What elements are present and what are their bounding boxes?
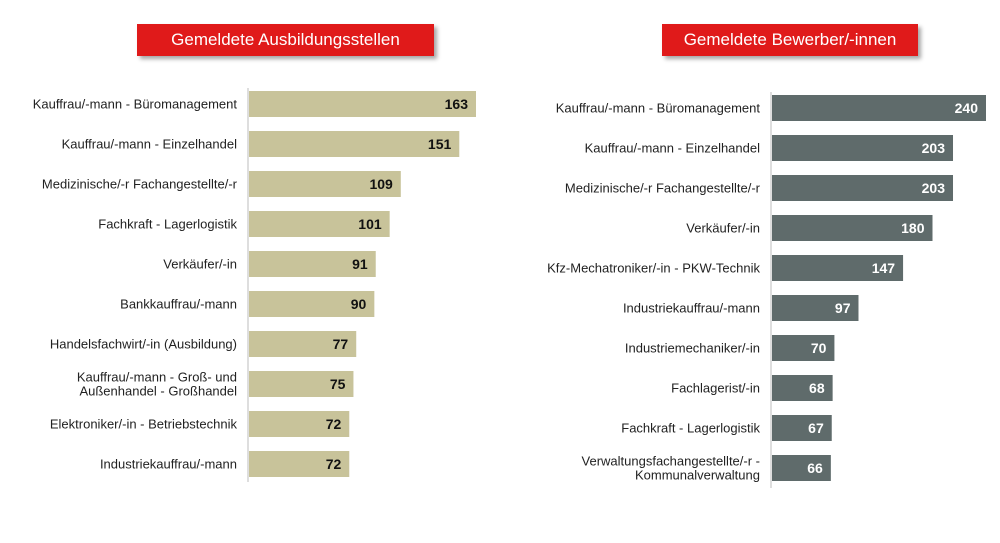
bar-bewerber-2 — [772, 175, 954, 201]
bar-stellen-4 — [249, 251, 376, 277]
category-label-stellen-9: Industriekauffrau/-mann — [100, 457, 237, 472]
bar-bewerber-7 — [772, 375, 833, 401]
bar-stellen-6 — [249, 331, 357, 357]
value-label-stellen-0: 163 — [445, 96, 469, 112]
chart-stellen: 163 Kauffrau/-mann - Büromanagement 151 Kau… — [33, 88, 476, 482]
category-label-bewerber-3: Verkäufer/-in — [686, 221, 760, 236]
category-label-stellen-7: Kauffrau/-mann - Groß- und Außenhandel - … — [77, 370, 237, 399]
bar-bewerber-9 — [772, 455, 831, 481]
value-label-stellen-5: 90 — [351, 296, 367, 312]
category-label-bewerber-2: Medizinische/-r Fachangestellte/-r — [565, 181, 761, 196]
bar-stellen-0 — [249, 91, 476, 117]
category-label-stellen-2: Medizinische/-r Fachangestellte/-r — [42, 177, 238, 192]
value-label-stellen-6: 77 — [333, 336, 349, 352]
bar-stellen-9 — [249, 451, 350, 477]
value-label-stellen-3: 101 — [358, 216, 382, 232]
bar-stellen-3 — [249, 211, 390, 237]
category-label-stellen-5: Bankkauffrau/-mann — [120, 297, 237, 312]
bar-bewerber-0 — [772, 95, 986, 121]
bar-stellen-2 — [249, 171, 401, 197]
category-label-stellen-0: Kauffrau/-mann - Büromanagement — [33, 97, 238, 112]
bar-stellen-7 — [249, 371, 354, 397]
value-label-bewerber-4: 147 — [872, 260, 896, 276]
value-label-stellen-9: 72 — [326, 456, 342, 472]
bar-stellen-8 — [249, 411, 350, 437]
bar-stellen-5 — [249, 291, 375, 317]
value-label-stellen-8: 72 — [326, 416, 342, 432]
value-label-bewerber-6: 70 — [811, 340, 827, 356]
chart-title-bewerber: Gemeldete Bewerber/-innen — [662, 24, 918, 56]
category-label-bewerber-9: Verwaltungsfachangestellte/-r -Kommunalv… — [582, 454, 760, 483]
value-label-bewerber-5: 97 — [835, 300, 851, 316]
category-label-bewerber-1: Kauffrau/-mann - Einzelhandel — [585, 141, 760, 156]
bar-bewerber-3 — [772, 215, 933, 241]
category-label-bewerber-5: Industriekauffrau/-mann — [623, 301, 760, 316]
value-label-bewerber-3: 180 — [901, 220, 925, 236]
category-label-stellen-6: Handelsfachwirt/-in (Ausbildung) — [50, 337, 237, 352]
value-label-bewerber-7: 68 — [809, 380, 825, 396]
value-label-bewerber-8: 67 — [808, 420, 824, 436]
bar-bewerber-1 — [772, 135, 954, 161]
value-label-stellen-4: 91 — [352, 256, 368, 272]
value-label-stellen-1: 151 — [428, 136, 452, 152]
bar-bewerber-5 — [772, 295, 859, 321]
value-label-bewerber-2: 203 — [922, 180, 946, 196]
bar-stellen-1 — [249, 131, 460, 157]
category-label-bewerber-6: Industriemechaniker/-in — [625, 341, 760, 356]
value-label-stellen-2: 109 — [369, 176, 393, 192]
chart-title-text: Gemeldete Bewerber/-innen — [683, 30, 897, 49]
category-label-bewerber-4: Kfz-Mechatroniker/-in - PKW-Technik — [547, 261, 760, 276]
category-label-stellen-1: Kauffrau/-mann - Einzelhandel — [62, 137, 237, 152]
chart-title-text: Gemeldete Ausbildungsstellen — [171, 30, 400, 49]
bar-bewerber-8 — [772, 415, 832, 441]
category-label-stellen-3: Fachkraft - Lagerlogistik — [98, 217, 237, 232]
value-label-bewerber-9: 66 — [807, 460, 823, 476]
bar-bewerber-4 — [772, 255, 904, 281]
category-label-bewerber-7: Fachlagerist/-in — [671, 381, 760, 396]
value-label-bewerber-1: 203 — [922, 140, 946, 156]
chart-title-ausbildungsstellen: Gemeldete Ausbildungsstellen — [137, 24, 434, 56]
value-label-bewerber-0: 240 — [955, 100, 979, 116]
category-label-stellen-4: Verkäufer/-in — [163, 257, 237, 272]
category-label-bewerber-8: Fachkraft - Lagerlogistik — [621, 421, 760, 436]
category-label-stellen-8: Elektroniker/-in - Betriebstechnik — [50, 417, 238, 432]
value-label-stellen-7: 75 — [330, 376, 346, 392]
bar-bewerber-6 — [772, 335, 835, 361]
chart-bewerber: 240 Kauffrau/-mann - Büromanagement 203 Kau… — [547, 92, 986, 488]
category-label-bewerber-0: Kauffrau/-mann - Büromanagement — [556, 101, 761, 116]
